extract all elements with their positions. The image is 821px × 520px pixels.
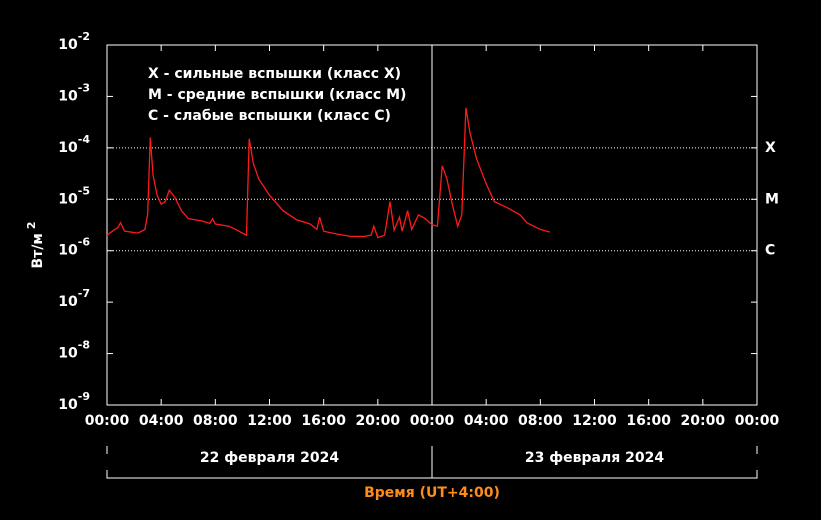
y-tick-exp: -2	[78, 30, 90, 43]
date-label: 23 февраля 2024	[525, 450, 664, 466]
y-tick-exp: -9	[78, 390, 90, 403]
y-tick-exp: -6	[78, 236, 91, 249]
y-tick-base: 10	[58, 191, 78, 207]
y-tick-label: 10-5	[58, 184, 90, 207]
y-tick-exp: -5	[78, 184, 90, 197]
y-tick-label: 10-9	[58, 390, 90, 413]
x-tick-label: 20:00	[681, 413, 726, 429]
y-tick-base: 10	[58, 346, 78, 362]
x-tick-label: 04:00	[464, 413, 509, 429]
y-axis-label: Вт/м 2	[25, 222, 46, 269]
class-label: M	[765, 191, 779, 207]
x-tick-label: 00:00	[735, 413, 780, 429]
legend-text: X - сильные вспышки (класс X)	[148, 66, 401, 82]
y-tick-label: 10-7	[58, 287, 90, 310]
x-tick-label: 12:00	[247, 413, 292, 429]
x-tick-label: 12:00	[572, 413, 617, 429]
y-tick-label: 10-8	[58, 339, 90, 362]
y-tick-label: 10-2	[58, 30, 90, 53]
class-label: C	[765, 243, 775, 259]
x-tick-label: 20:00	[356, 413, 401, 429]
x-tick-label: 08:00	[193, 413, 238, 429]
x-tick-label: 16:00	[626, 413, 671, 429]
x-tick-label: 00:00	[85, 413, 130, 429]
y-tick-base: 10	[58, 294, 78, 310]
x-tick-label: 04:00	[139, 413, 184, 429]
y-tick-label: 10-3	[58, 81, 90, 104]
legend-text: M - средние вспышки (класс M)	[148, 87, 406, 103]
flux-line	[106, 107, 550, 239]
y-tick-base: 10	[58, 397, 78, 413]
y-axis-label-base: Вт/м	[30, 233, 46, 268]
y-tick-base: 10	[58, 88, 78, 104]
class-label: X	[765, 140, 776, 156]
date-label: 22 февраля 2024	[200, 450, 339, 466]
date-brackets	[106, 446, 758, 479]
y-tick-base: 10	[58, 140, 78, 156]
y-tick-exp: -8	[78, 339, 90, 352]
y-tick-base: 10	[58, 37, 78, 53]
x-tick-label: 16:00	[301, 413, 346, 429]
y-tick-base: 10	[58, 243, 78, 259]
x-tick-label: 00:00	[410, 413, 455, 429]
x-axis-label: Время (UT+4:00)	[364, 485, 500, 501]
y-axis-label-exp: 2	[25, 222, 38, 230]
y-tick-label: 10-4	[58, 133, 90, 156]
y-tick-exp: -3	[78, 81, 90, 94]
y-tick-label: 10-6	[58, 236, 90, 259]
y-tick-exp: -7	[78, 287, 90, 300]
y-tick-exp: -4	[78, 133, 91, 146]
legend-text: C - слабые вспышки (класс C)	[148, 108, 391, 124]
x-tick-label: 08:00	[518, 413, 563, 429]
